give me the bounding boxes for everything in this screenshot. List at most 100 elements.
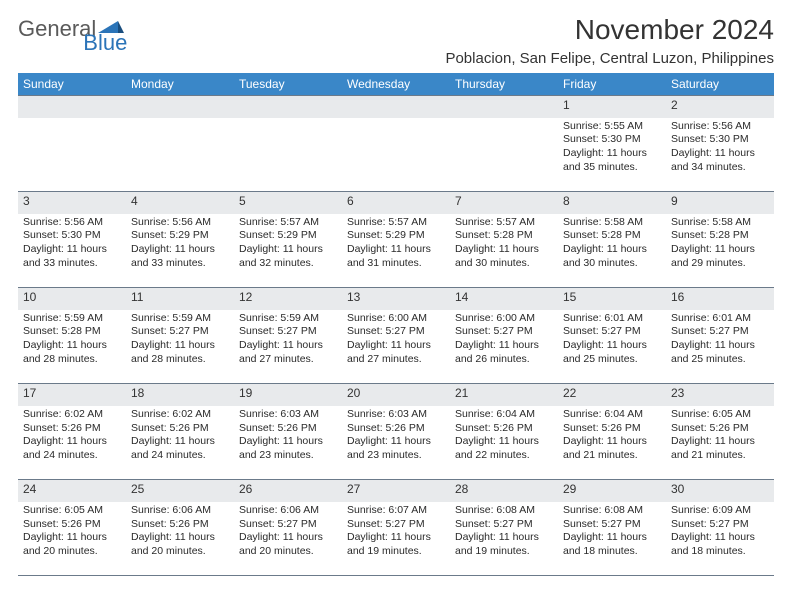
weekday-header: Friday bbox=[558, 73, 666, 96]
day-number-cell: 7 bbox=[450, 192, 558, 214]
daylight-text: Daylight: 11 hours and 20 minutes. bbox=[23, 531, 121, 558]
sunrise-text: Sunrise: 5:56 AM bbox=[131, 216, 229, 230]
day-number-cell bbox=[450, 96, 558, 118]
day-cell: Sunrise: 6:03 AMSunset: 5:26 PMDaylight:… bbox=[234, 406, 342, 480]
day-cell: Sunrise: 5:59 AMSunset: 5:27 PMDaylight:… bbox=[126, 310, 234, 384]
sunrise-text: Sunrise: 6:02 AM bbox=[23, 408, 121, 422]
sunset-text: Sunset: 5:27 PM bbox=[239, 325, 337, 339]
day-number-cell: 27 bbox=[342, 480, 450, 502]
sunrise-text: Sunrise: 5:59 AM bbox=[23, 312, 121, 326]
daylight-text: Daylight: 11 hours and 26 minutes. bbox=[455, 339, 553, 366]
sunset-text: Sunset: 5:30 PM bbox=[23, 229, 121, 243]
day-number-cell: 23 bbox=[666, 384, 774, 406]
day-cell: Sunrise: 5:57 AMSunset: 5:29 PMDaylight:… bbox=[342, 214, 450, 288]
daylight-text: Daylight: 11 hours and 35 minutes. bbox=[563, 147, 661, 174]
day-number: 6 bbox=[347, 194, 445, 210]
daylight-text: Daylight: 11 hours and 18 minutes. bbox=[671, 531, 769, 558]
sunset-text: Sunset: 5:30 PM bbox=[563, 133, 661, 147]
sunset-text: Sunset: 5:27 PM bbox=[563, 325, 661, 339]
sunrise-text: Sunrise: 6:07 AM bbox=[347, 504, 445, 518]
day-number: 1 bbox=[563, 98, 661, 114]
day-number-cell: 9 bbox=[666, 192, 774, 214]
day-cell: Sunrise: 6:09 AMSunset: 5:27 PMDaylight:… bbox=[666, 502, 774, 576]
day-number: 3 bbox=[23, 194, 121, 210]
sunset-text: Sunset: 5:27 PM bbox=[455, 518, 553, 532]
sunset-text: Sunset: 5:26 PM bbox=[23, 422, 121, 436]
daylight-text: Daylight: 11 hours and 21 minutes. bbox=[671, 435, 769, 462]
sunrise-text: Sunrise: 5:59 AM bbox=[131, 312, 229, 326]
weekday-header: Tuesday bbox=[234, 73, 342, 96]
sunset-text: Sunset: 5:27 PM bbox=[563, 518, 661, 532]
sunset-text: Sunset: 5:27 PM bbox=[455, 325, 553, 339]
sunrise-text: Sunrise: 6:06 AM bbox=[131, 504, 229, 518]
sunrise-text: Sunrise: 6:02 AM bbox=[131, 408, 229, 422]
day-number: 9 bbox=[671, 194, 769, 210]
calendar-table: SundayMondayTuesdayWednesdayThursdayFrid… bbox=[18, 73, 774, 576]
day-number: 28 bbox=[455, 482, 553, 498]
sunrise-text: Sunrise: 6:04 AM bbox=[563, 408, 661, 422]
daylight-text: Daylight: 11 hours and 19 minutes. bbox=[347, 531, 445, 558]
day-number: 15 bbox=[563, 290, 661, 306]
sunrise-text: Sunrise: 5:58 AM bbox=[671, 216, 769, 230]
sunset-text: Sunset: 5:28 PM bbox=[455, 229, 553, 243]
daylight-text: Daylight: 11 hours and 30 minutes. bbox=[455, 243, 553, 270]
sunrise-text: Sunrise: 5:59 AM bbox=[239, 312, 337, 326]
day-number: 23 bbox=[671, 386, 769, 402]
sunset-text: Sunset: 5:26 PM bbox=[671, 422, 769, 436]
day-info-row: Sunrise: 5:56 AMSunset: 5:30 PMDaylight:… bbox=[18, 214, 774, 288]
day-number-cell: 13 bbox=[342, 288, 450, 310]
day-cell: Sunrise: 6:03 AMSunset: 5:26 PMDaylight:… bbox=[342, 406, 450, 480]
day-cell bbox=[126, 118, 234, 192]
day-number-cell: 30 bbox=[666, 480, 774, 502]
sunset-text: Sunset: 5:29 PM bbox=[131, 229, 229, 243]
sunrise-text: Sunrise: 6:06 AM bbox=[239, 504, 337, 518]
weekday-header: Wednesday bbox=[342, 73, 450, 96]
day-number: 2 bbox=[671, 98, 769, 114]
month-title: November 2024 bbox=[445, 14, 774, 46]
day-number-cell: 18 bbox=[126, 384, 234, 406]
sunrise-text: Sunrise: 6:03 AM bbox=[347, 408, 445, 422]
day-cell: Sunrise: 5:56 AMSunset: 5:30 PMDaylight:… bbox=[666, 118, 774, 192]
daylight-text: Daylight: 11 hours and 32 minutes. bbox=[239, 243, 337, 270]
day-number-cell bbox=[18, 96, 126, 118]
day-number: 4 bbox=[131, 194, 229, 210]
day-number-cell bbox=[126, 96, 234, 118]
sunset-text: Sunset: 5:26 PM bbox=[347, 422, 445, 436]
day-cell bbox=[234, 118, 342, 192]
sunrise-text: Sunrise: 6:04 AM bbox=[455, 408, 553, 422]
sunset-text: Sunset: 5:28 PM bbox=[563, 229, 661, 243]
day-number: 26 bbox=[239, 482, 337, 498]
sunset-text: Sunset: 5:29 PM bbox=[347, 229, 445, 243]
sunset-text: Sunset: 5:26 PM bbox=[239, 422, 337, 436]
day-cell: Sunrise: 6:05 AMSunset: 5:26 PMDaylight:… bbox=[666, 406, 774, 480]
day-number-cell: 12 bbox=[234, 288, 342, 310]
sunset-text: Sunset: 5:27 PM bbox=[671, 518, 769, 532]
day-number-cell: 3 bbox=[18, 192, 126, 214]
day-cell: Sunrise: 6:02 AMSunset: 5:26 PMDaylight:… bbox=[18, 406, 126, 480]
day-number: 12 bbox=[239, 290, 337, 306]
day-number-cell: 5 bbox=[234, 192, 342, 214]
daylight-text: Daylight: 11 hours and 30 minutes. bbox=[563, 243, 661, 270]
day-cell: Sunrise: 6:06 AMSunset: 5:27 PMDaylight:… bbox=[234, 502, 342, 576]
day-number: 7 bbox=[455, 194, 553, 210]
sunrise-text: Sunrise: 5:56 AM bbox=[671, 120, 769, 134]
day-cell: Sunrise: 6:05 AMSunset: 5:26 PMDaylight:… bbox=[18, 502, 126, 576]
daylight-text: Daylight: 11 hours and 29 minutes. bbox=[671, 243, 769, 270]
day-info-row: Sunrise: 5:59 AMSunset: 5:28 PMDaylight:… bbox=[18, 310, 774, 384]
day-number: 16 bbox=[671, 290, 769, 306]
day-number: 10 bbox=[23, 290, 121, 306]
day-number-cell: 16 bbox=[666, 288, 774, 310]
sunrise-text: Sunrise: 5:56 AM bbox=[23, 216, 121, 230]
day-number: 18 bbox=[131, 386, 229, 402]
day-number: 20 bbox=[347, 386, 445, 402]
sunset-text: Sunset: 5:26 PM bbox=[131, 422, 229, 436]
daynum-row: 10111213141516 bbox=[18, 288, 774, 310]
day-number: 5 bbox=[239, 194, 337, 210]
day-number-cell: 4 bbox=[126, 192, 234, 214]
day-number: 30 bbox=[671, 482, 769, 498]
day-number-cell: 8 bbox=[558, 192, 666, 214]
daylight-text: Daylight: 11 hours and 27 minutes. bbox=[239, 339, 337, 366]
sunset-text: Sunset: 5:28 PM bbox=[23, 325, 121, 339]
daylight-text: Daylight: 11 hours and 28 minutes. bbox=[131, 339, 229, 366]
day-cell: Sunrise: 6:07 AMSunset: 5:27 PMDaylight:… bbox=[342, 502, 450, 576]
